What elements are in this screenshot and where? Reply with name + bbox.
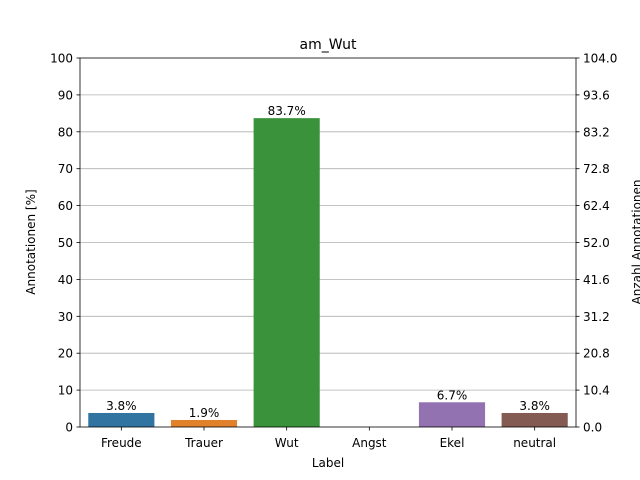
y-tick-label: 100 [50, 52, 73, 66]
y2-tick-label: 83.2 [583, 125, 610, 139]
x-axis-label: Label [312, 456, 344, 470]
bar-neutral [501, 412, 568, 427]
y2-tick-label: 72.8 [583, 162, 610, 176]
value-labels: 3.8% 1.9% 83.7% 6.7% 3.8% [106, 104, 550, 420]
bar-value-label: 83.7% [268, 104, 306, 118]
y-tick-label: 0 [65, 421, 73, 435]
y2-tick-label: 52.0 [583, 236, 610, 250]
bar-value-label: 1.9% [189, 406, 220, 420]
bar-wut [253, 118, 320, 427]
y2-tick-label: 62.4 [583, 199, 610, 213]
bar-freude [88, 412, 155, 427]
y-tick-label: 60 [58, 199, 73, 213]
y-tick-label: 20 [58, 347, 73, 361]
y-tick-label: 90 [58, 88, 73, 102]
y-tick-label: 80 [58, 125, 73, 139]
bar-value-label: 3.8% [519, 399, 550, 413]
x-tick-label: Angst [352, 436, 387, 450]
y-axis-label: Annotationen [%] [24, 189, 38, 294]
y-axis-ticks: 0 10 20 30 40 50 60 70 80 90 100 [50, 52, 80, 435]
bar-trauer [170, 419, 238, 427]
y2-axis-ticks: 0.0 10.4 20.8 31.2 41.6 52.0 62.4 72.8 83.2 93.6 1… [576, 52, 617, 435]
y-tick-label: 70 [58, 162, 73, 176]
x-tick-label: neutral [513, 436, 556, 450]
gridlines [80, 94, 576, 391]
y2-tick-label: 104.0 [583, 52, 617, 66]
y2-tick-label: 20.8 [583, 347, 610, 361]
y2-tick-label: 93.6 [583, 88, 610, 102]
bars [88, 118, 568, 427]
bar-value-label: 6.7% [437, 388, 468, 402]
bar-value-label: 3.8% [106, 399, 137, 413]
y-tick-label: 50 [58, 236, 73, 250]
x-tick-label: Wut [275, 436, 299, 450]
x-axis-ticks: Freude Trauer Wut Angst Ekel neutral [101, 427, 556, 450]
x-tick-label: Trauer [184, 436, 223, 450]
y-tick-label: 40 [58, 273, 73, 287]
y2-tick-label: 41.6 [583, 273, 610, 287]
y-tick-label: 10 [58, 384, 73, 398]
bar-ekel [418, 402, 486, 427]
y-tick-label: 30 [58, 310, 73, 324]
y2-tick-label: 10.4 [583, 384, 610, 398]
y2-tick-label: 0.0 [583, 421, 602, 435]
y2-tick-label: 31.2 [583, 310, 610, 324]
y2-axis-label: Anzahl Annotationen [630, 179, 640, 304]
chart-title: am_Wut [300, 37, 357, 53]
x-tick-label: Freude [101, 436, 142, 450]
x-tick-label: Ekel [440, 436, 465, 450]
